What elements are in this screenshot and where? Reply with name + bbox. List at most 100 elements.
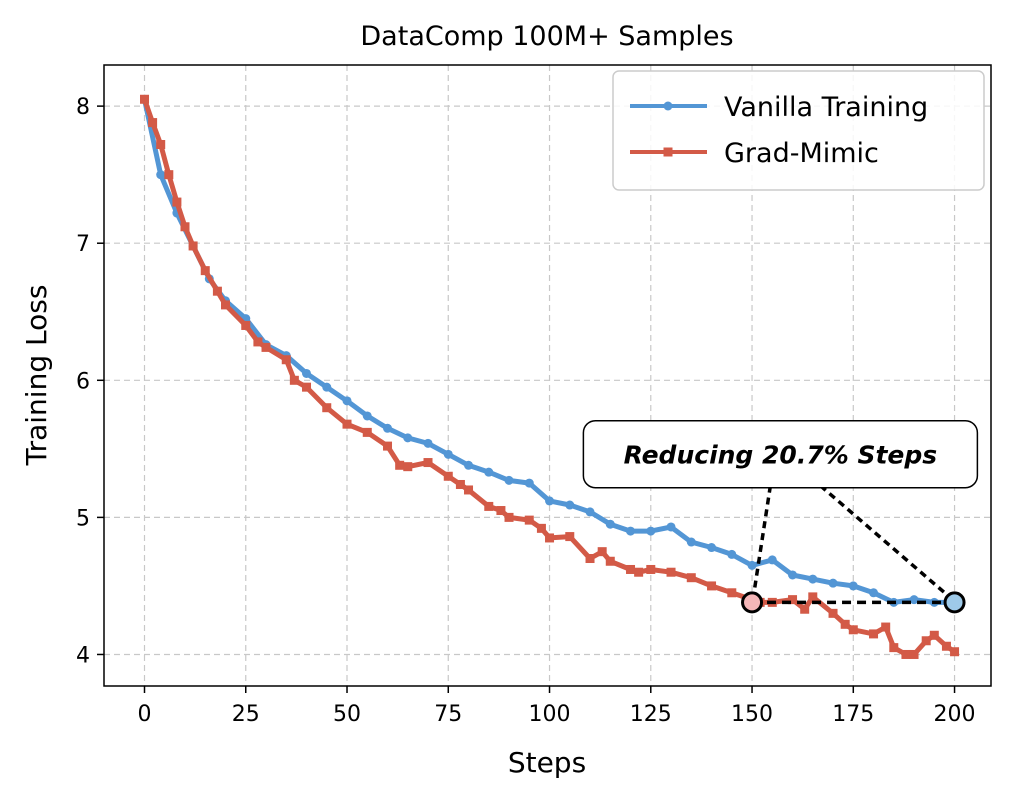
annotation-pointer-start (752, 485, 773, 593)
data-point (707, 581, 717, 591)
data-point (156, 140, 166, 150)
x-tick-label: 0 (138, 702, 152, 727)
y-tick-label: 7 (76, 232, 90, 257)
y-tick-label: 8 (76, 95, 90, 120)
legend-box (612, 70, 985, 191)
y-tick-label: 5 (76, 506, 90, 531)
data-point (941, 641, 951, 651)
data-point (545, 533, 555, 543)
data-point (921, 636, 931, 646)
annotation-pointer-end (819, 484, 948, 596)
data-point (484, 501, 494, 511)
annotation-point-start (741, 591, 764, 614)
data-point (241, 320, 251, 330)
y-tick-label: 4 (76, 643, 90, 668)
data-point (362, 427, 372, 437)
data-point (164, 170, 174, 180)
x-tick-label: 100 (529, 702, 571, 727)
data-point (727, 549, 737, 559)
data-point (464, 460, 474, 470)
data-point (597, 547, 607, 557)
data-point (848, 625, 858, 635)
data-point (383, 423, 393, 433)
data-point (848, 581, 858, 591)
data-point (828, 608, 838, 618)
data-point (666, 567, 676, 577)
data-point (403, 462, 413, 472)
data-point (253, 337, 263, 347)
data-point (302, 382, 312, 392)
data-point (767, 555, 777, 565)
legend-marker-vanilla (663, 101, 673, 111)
data-point (881, 622, 891, 632)
data-point (585, 554, 595, 564)
annotation-point-end (943, 591, 966, 614)
data-point (322, 382, 332, 392)
annotation: Reducing 20.7% Steps (582, 419, 979, 614)
data-point (140, 94, 150, 104)
data-point (747, 560, 757, 570)
data-point (929, 630, 939, 640)
data-point (188, 241, 198, 251)
data-point (626, 564, 636, 574)
data-point (172, 197, 182, 207)
data-point (808, 574, 818, 584)
x-tick-label: 200 (934, 702, 976, 727)
data-point (524, 515, 534, 525)
data-point (808, 592, 818, 602)
data-point (395, 460, 405, 470)
y-axis-label: Training Loss (20, 285, 53, 467)
data-point (496, 506, 506, 516)
data-point (828, 578, 838, 588)
data-point (302, 368, 312, 378)
data-point (455, 479, 465, 489)
x-tick-label: 125 (630, 702, 672, 727)
chart-title: DataComp 100M+ Samples (360, 21, 733, 52)
data-point (666, 522, 676, 532)
data-point (565, 500, 575, 510)
plot-frame (103, 64, 992, 687)
data-point (840, 619, 850, 629)
data-point (281, 355, 291, 365)
data-point (686, 537, 696, 547)
data-point (180, 222, 190, 232)
x-tick-label: 175 (832, 702, 874, 727)
data-point (423, 458, 433, 468)
data-point (605, 519, 615, 529)
data-point (403, 433, 413, 443)
data-point (484, 467, 494, 477)
data-point (536, 523, 546, 533)
data-point (909, 595, 919, 605)
data-point (504, 512, 514, 522)
data-point (605, 556, 615, 566)
data-point (423, 438, 433, 448)
data-point (289, 375, 299, 385)
data-point (443, 449, 453, 459)
x-axis-label: Steps (508, 746, 586, 779)
data-point (261, 342, 271, 352)
ticks: 0 25 50 75 100 125 150 175 200 4 5 6 7 8 (76, 95, 976, 727)
data-point (909, 649, 919, 659)
data-point (200, 266, 210, 276)
data-point (585, 507, 595, 517)
data-point (342, 396, 352, 406)
data-point (148, 118, 158, 128)
data-point (646, 526, 656, 536)
annotation-box (582, 419, 979, 489)
legend-label-vanilla: Vanilla Training (724, 92, 928, 123)
data-point (707, 543, 717, 553)
data-point (443, 471, 453, 481)
data-point (800, 604, 810, 614)
y-tick-label: 6 (76, 369, 90, 394)
x-tick-label: 75 (434, 702, 462, 727)
data-point (869, 588, 879, 598)
data-point (869, 629, 879, 639)
legend-marker-gradmimic (663, 147, 673, 157)
x-tick-label: 25 (232, 702, 260, 727)
data-point (504, 475, 514, 485)
data-point (362, 411, 372, 421)
data-point (950, 647, 960, 657)
legend-label-gradmimic: Grad-Mimic (724, 138, 879, 169)
annotation-label: Reducing 20.7% Steps (624, 441, 938, 470)
series-vanilla-training (140, 94, 960, 607)
